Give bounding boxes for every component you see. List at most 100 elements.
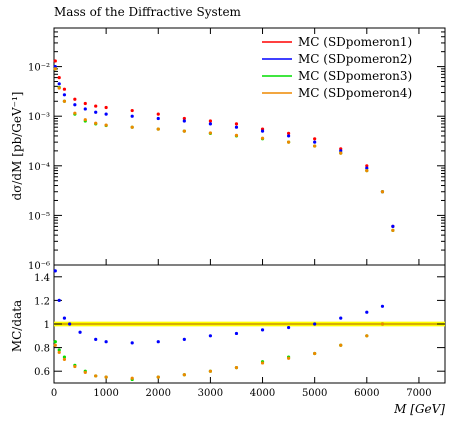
data-point [287, 140, 291, 144]
ratio-y-tick-label: 1.4 [34, 273, 50, 284]
ratio-data-point [208, 369, 212, 373]
ratio-data-point [57, 348, 61, 352]
legend: MC (SDpomeron1) MC (SDpomeron2) MC (SDpome… [262, 35, 412, 100]
ratio-data-point [94, 374, 98, 378]
ratio-data-point [182, 337, 186, 341]
legend-label: MC (SDpomeron4) [298, 86, 412, 100]
ratio-y-tick-label: 0.6 [34, 367, 50, 378]
data-point [62, 99, 67, 103]
x-tick-label: 5000 [302, 388, 327, 399]
ratio-data-point [260, 328, 265, 332]
data-point [391, 224, 395, 229]
ratio-data-point [73, 364, 77, 369]
ratio-data-point [62, 316, 67, 320]
ratio-data-point [260, 361, 265, 365]
data-point [365, 164, 369, 168]
ratio-data-point [130, 341, 134, 345]
ratio-data-point [313, 351, 317, 356]
data-point [287, 131, 291, 135]
y-tick-label: 10⁻⁴ [28, 162, 50, 173]
data-point [182, 119, 186, 123]
ratio-data-point [62, 357, 67, 361]
data-point [313, 144, 317, 148]
data-point [73, 97, 77, 101]
data-point [62, 87, 67, 91]
x-tick-label: 1000 [93, 388, 118, 399]
data-point [57, 82, 61, 86]
data-point [130, 114, 134, 118]
data-point [73, 111, 77, 115]
ratio-data-point [83, 370, 87, 374]
data-point [53, 59, 57, 63]
ratio-data-point [380, 322, 385, 326]
data-point [339, 151, 343, 155]
data-point [313, 137, 317, 141]
data-point [156, 116, 160, 121]
data-point [156, 112, 160, 116]
y-tick-label: 10⁻⁵ [28, 211, 50, 222]
ratio-data-point [208, 334, 212, 338]
ratio-data-point [156, 375, 160, 379]
ratio-data-point [313, 322, 317, 326]
data-point [156, 127, 160, 131]
data-point [53, 64, 57, 69]
ratio-data-point [182, 373, 186, 377]
data-point [365, 169, 369, 173]
ratio-y-axis-label: MC/data [10, 300, 24, 352]
data-point [208, 131, 212, 135]
y-tick-label: 10⁻³ [28, 112, 50, 123]
data-point [130, 125, 134, 129]
data-point [339, 149, 343, 153]
ratio-data-point [62, 355, 67, 359]
ratio-data-point [130, 376, 134, 380]
data-point [182, 116, 186, 121]
ratio-y-tick-label: 1.2 [34, 296, 50, 307]
ratio-data-point [339, 316, 343, 320]
ratio-data-point [287, 325, 291, 330]
x-tick-label: 3000 [198, 388, 223, 399]
ratio-data-point [234, 366, 239, 370]
data-point [94, 110, 98, 114]
ratio-plot-ticks: 0.6 0.8 1 1.2 1.4 0 1000 2000 3000 4000 5000 6000 70… [34, 273, 445, 399]
data-point [104, 112, 108, 116]
ratio-uncertainty-band [54, 321, 445, 327]
data-point [57, 76, 61, 80]
ratio-data-point [68, 322, 72, 326]
x-tick-label: 7000 [406, 388, 431, 399]
main-plot-data [53, 59, 395, 232]
data-point [260, 129, 265, 133]
ratio-data-point [57, 350, 61, 354]
data-point [234, 122, 239, 126]
data-point [73, 103, 77, 107]
data-point [130, 108, 134, 113]
y-tick-label: 10⁻² [28, 63, 50, 74]
data-point [234, 133, 239, 138]
x-tick-label: 2000 [146, 388, 171, 399]
data-point [391, 228, 395, 232]
ratio-data-point [104, 340, 108, 344]
y-tick-label: 10⁻⁶ [28, 261, 50, 272]
legend-label: MC (SDpomeron3) [298, 69, 412, 83]
ratio-data-point [78, 330, 82, 334]
data-point [83, 118, 87, 122]
data-point [104, 123, 108, 127]
legend-label: MC (SDpomeron1) [298, 35, 412, 49]
data-point [208, 119, 212, 123]
data-point [234, 125, 239, 129]
data-point [94, 104, 98, 108]
ratio-plot-data [53, 269, 385, 382]
x-tick-label: 0 [51, 388, 57, 399]
ratio-data-point [53, 343, 57, 347]
ratio-data-point [339, 343, 343, 347]
legend-label: MC (SDpomeron2) [298, 52, 412, 66]
ratio-data-point [234, 331, 239, 336]
x-tick-label: 4000 [250, 388, 275, 399]
ratio-data-point [380, 304, 385, 308]
ratio-y-tick-label: 0.8 [34, 344, 50, 355]
data-point [94, 121, 98, 125]
data-point [380, 190, 385, 194]
data-point [62, 93, 67, 97]
ratio-data-point [365, 334, 369, 338]
main-y-axis-label: dσ/dM [pb/GeV⁻¹] [10, 92, 24, 201]
